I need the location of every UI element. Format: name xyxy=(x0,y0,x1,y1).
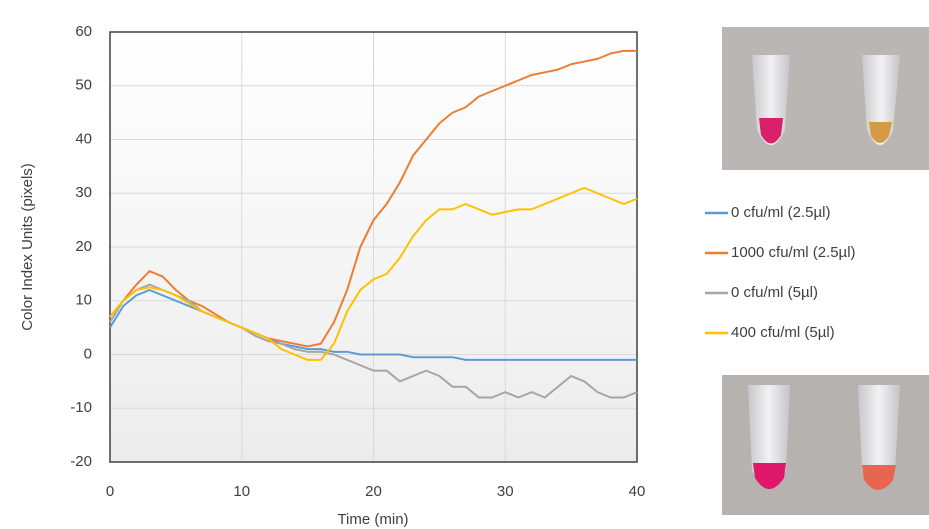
y-tick-label: 0 xyxy=(84,345,92,362)
y-axis-label: Color Index Units (pixels) xyxy=(19,163,36,331)
y-tick-label: 10 xyxy=(75,292,92,309)
y-tick-label: 30 xyxy=(75,184,92,201)
series-line xyxy=(109,186,638,361)
x-tick-label: 20 xyxy=(365,483,382,500)
x-tick-label: 30 xyxy=(497,483,514,500)
legend-label: 0 cfu/ml (5µl) xyxy=(731,284,818,301)
y-tick-label: 20 xyxy=(75,238,92,255)
legend-label: 0 cfu/ml (2.5µl) xyxy=(731,204,831,221)
y-tick-label: 60 xyxy=(75,23,92,40)
x-tick-label: 40 xyxy=(629,483,646,500)
y-tick-label: 40 xyxy=(75,130,92,147)
photo-bottom xyxy=(722,375,929,515)
legend-label: 1000 cfu/ml (2.5µl) xyxy=(731,244,856,261)
y-tick-label: 50 xyxy=(75,77,92,94)
photo-top xyxy=(722,27,929,170)
x-axis-label: Time (min) xyxy=(337,511,408,528)
x-tick-label: 10 xyxy=(233,483,250,500)
x-tick-label: 0 xyxy=(106,483,114,500)
plot-border xyxy=(109,31,638,463)
series-line xyxy=(109,49,637,348)
legend-label: 400 cfu/ml (5µl) xyxy=(731,324,835,341)
y-tick-label: -20 xyxy=(70,453,92,470)
y-tick-label: -10 xyxy=(70,399,92,416)
